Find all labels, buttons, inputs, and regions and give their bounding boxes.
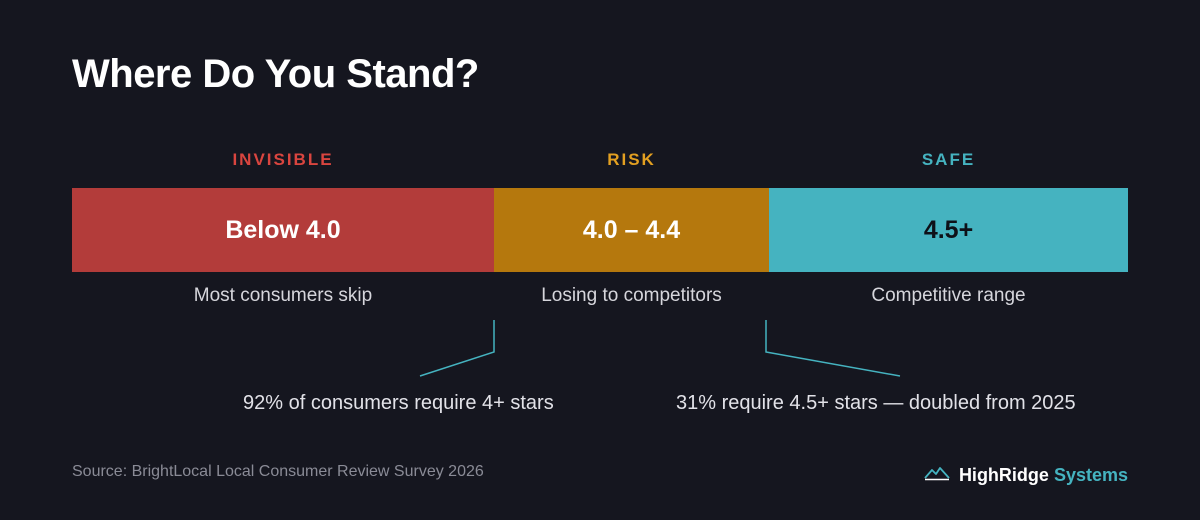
segment-range-risk: 4.0 – 4.4 [582,215,681,244]
page-title: Where Do You Stand? [72,52,479,96]
source-citation: Source: BrightLocal Local Consumer Revie… [72,463,484,480]
zone-description-risk: Losing to competitors [541,285,722,306]
segment-range-safe: 4.5+ [923,215,974,244]
callout-connector-right [765,320,901,377]
callout-connector-left [419,320,495,377]
segment-safe: 4.5+ [769,188,1128,272]
rating-scale-bar: Below 4.0 4.0 – 4.4 4.5+ [72,188,1128,272]
zone-description-invisible: Most consumers skip [193,285,373,306]
brand-name-secondary: Systems [1053,465,1128,485]
zone-label-safe: SAFE [921,150,976,169]
segment-invisible: Below 4.0 [72,188,494,272]
zone-label-risk: RISK [607,150,656,169]
segment-range-invisible: Below 4.0 [225,215,341,244]
zone-label-invisible: INVISIBLE [232,150,334,169]
segment-risk: 4.0 – 4.4 [494,188,769,272]
zone-description-safe: Competitive range [871,285,1026,306]
note-four-stars: 92% of consumers require 4+ stars [243,392,554,414]
mountain-logo-icon [924,465,950,486]
note-four-five-stars: 31% require 4.5+ stars — doubled from 20… [676,392,1076,414]
brand-logo: HighRidge Systems [924,465,1128,486]
brand-name-primary: HighRidge [958,465,1049,485]
